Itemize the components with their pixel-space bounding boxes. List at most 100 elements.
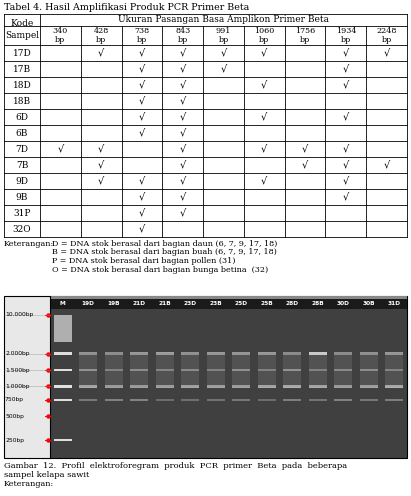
Text: 6B: 6B bbox=[16, 128, 28, 137]
Text: √: √ bbox=[261, 144, 268, 153]
Text: 428
bp: 428 bp bbox=[94, 27, 109, 44]
Text: √: √ bbox=[302, 144, 308, 153]
Bar bbox=[283, 399, 301, 401]
Text: √: √ bbox=[98, 177, 104, 186]
Bar bbox=[50, 296, 407, 299]
Bar bbox=[156, 353, 174, 387]
Text: √: √ bbox=[261, 113, 268, 122]
Text: √: √ bbox=[343, 113, 349, 122]
Text: Kode
Sampel: Kode Sampel bbox=[5, 19, 39, 40]
Text: √: √ bbox=[343, 192, 349, 201]
Text: √: √ bbox=[180, 208, 186, 218]
Text: √: √ bbox=[343, 80, 349, 89]
Text: √: √ bbox=[139, 192, 145, 201]
Text: √: √ bbox=[180, 192, 186, 201]
Bar bbox=[283, 385, 301, 388]
Text: √: √ bbox=[261, 49, 268, 58]
Bar bbox=[54, 385, 72, 388]
Bar bbox=[79, 353, 97, 387]
Text: √: √ bbox=[180, 80, 186, 89]
Bar bbox=[258, 385, 276, 388]
Text: √: √ bbox=[139, 225, 145, 234]
Text: 340
bp: 340 bp bbox=[53, 27, 68, 44]
Bar bbox=[309, 369, 327, 371]
Text: 843
bp: 843 bp bbox=[175, 27, 190, 44]
Text: 28B: 28B bbox=[312, 301, 324, 306]
Bar bbox=[104, 353, 123, 387]
Text: √: √ bbox=[98, 49, 104, 58]
Bar bbox=[54, 439, 72, 441]
Bar bbox=[385, 369, 404, 371]
Bar bbox=[283, 369, 301, 371]
Text: D = DNA stok berasal dari bagian daun (6, 7, 9, 17, 18): D = DNA stok berasal dari bagian daun (6… bbox=[52, 240, 277, 248]
Text: Gambar  12.  Profil  elektroforegram  produk  PCR  primer  Beta  pada  beberapa: Gambar 12. Profil elektroforegram produk… bbox=[4, 462, 347, 470]
Bar bbox=[181, 399, 199, 401]
Text: 7B: 7B bbox=[16, 161, 28, 170]
Bar bbox=[156, 385, 174, 388]
Text: 17B: 17B bbox=[13, 64, 31, 73]
Bar bbox=[79, 369, 97, 371]
Bar bbox=[334, 385, 352, 388]
Text: 23D: 23D bbox=[184, 301, 197, 306]
Text: 31P: 31P bbox=[13, 208, 31, 218]
Bar bbox=[130, 385, 148, 388]
Text: 738
bp: 738 bp bbox=[134, 27, 150, 44]
Text: √: √ bbox=[383, 49, 390, 58]
Text: 31D: 31D bbox=[388, 301, 401, 306]
Bar bbox=[232, 353, 250, 387]
Bar bbox=[309, 353, 327, 387]
Bar bbox=[4, 296, 407, 458]
Text: √: √ bbox=[343, 64, 349, 73]
Bar bbox=[156, 369, 174, 371]
Text: 30D: 30D bbox=[337, 301, 350, 306]
Bar bbox=[232, 369, 250, 371]
Bar bbox=[104, 369, 123, 371]
Text: 2.000bp: 2.000bp bbox=[5, 351, 30, 356]
Text: P = DNA stok berasal dari bagian pollen (31): P = DNA stok berasal dari bagian pollen … bbox=[52, 257, 236, 265]
Bar bbox=[156, 353, 174, 355]
Bar bbox=[156, 399, 174, 401]
Text: 21B: 21B bbox=[158, 301, 171, 306]
Text: sampel kelapa sawit: sampel kelapa sawit bbox=[4, 471, 89, 479]
Bar bbox=[130, 353, 148, 387]
Text: √: √ bbox=[139, 177, 145, 186]
Bar bbox=[207, 353, 225, 355]
Bar bbox=[360, 385, 378, 388]
Text: 9D: 9D bbox=[16, 177, 28, 186]
Text: √: √ bbox=[261, 80, 268, 89]
Text: 10.000bp: 10.000bp bbox=[5, 312, 33, 317]
Text: √: √ bbox=[139, 208, 145, 218]
Text: 500bp: 500bp bbox=[5, 414, 24, 419]
Text: 19B: 19B bbox=[108, 301, 120, 306]
Bar bbox=[309, 385, 327, 388]
Bar bbox=[79, 399, 97, 401]
Bar bbox=[79, 385, 97, 388]
Bar bbox=[309, 399, 327, 401]
Bar bbox=[54, 369, 72, 372]
Text: B = DNA stok berasal dari bagian buah (6, 7, 9, 17, 18): B = DNA stok berasal dari bagian buah (6… bbox=[52, 248, 277, 256]
Text: √: √ bbox=[383, 161, 390, 170]
Text: 7D: 7D bbox=[16, 144, 28, 153]
Text: Ukuran Pasangan Basa Amplikon Primer Beta: Ukuran Pasangan Basa Amplikon Primer Bet… bbox=[118, 15, 329, 24]
Text: 1934
bp: 1934 bp bbox=[336, 27, 356, 44]
Text: 21D: 21D bbox=[133, 301, 146, 306]
Bar bbox=[207, 385, 225, 388]
Text: √: √ bbox=[98, 161, 104, 170]
Bar bbox=[54, 353, 72, 355]
Bar bbox=[79, 353, 97, 355]
Text: √: √ bbox=[343, 49, 349, 58]
Text: √: √ bbox=[302, 161, 308, 170]
Text: 23B: 23B bbox=[210, 301, 222, 306]
Bar bbox=[232, 385, 250, 388]
Bar bbox=[104, 399, 123, 401]
Text: √: √ bbox=[139, 113, 145, 122]
Text: √: √ bbox=[180, 113, 186, 122]
Bar bbox=[360, 399, 378, 401]
Bar bbox=[181, 369, 199, 371]
Text: 1756
bp: 1756 bp bbox=[295, 27, 315, 44]
Text: 1.000bp: 1.000bp bbox=[5, 384, 30, 389]
Text: 991
bp: 991 bp bbox=[216, 27, 231, 44]
Bar bbox=[54, 315, 72, 342]
Text: 19D: 19D bbox=[82, 301, 95, 306]
Bar bbox=[207, 369, 225, 371]
